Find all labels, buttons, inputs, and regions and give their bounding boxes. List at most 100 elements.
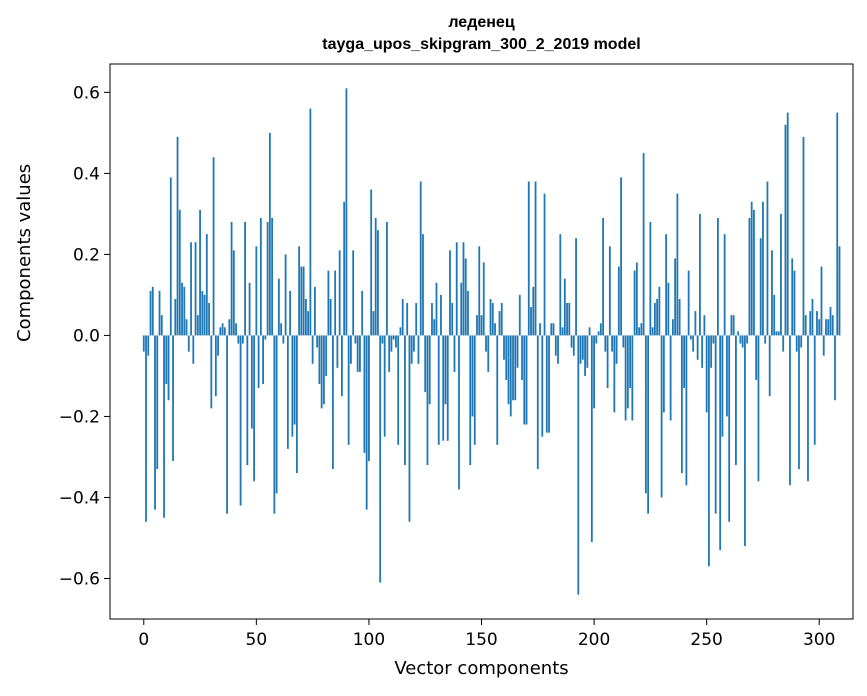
- bar: [156, 335, 159, 470]
- bar: [435, 282, 438, 336]
- bar: [223, 327, 226, 336]
- bar: [516, 335, 519, 368]
- bar: [705, 335, 708, 413]
- bar: [532, 286, 535, 336]
- bar: [541, 335, 544, 437]
- bar: [172, 335, 174, 461]
- bar: [735, 335, 737, 466]
- bar: [336, 335, 339, 368]
- bar: [350, 335, 352, 364]
- bar: [570, 335, 573, 348]
- bar: [786, 112, 789, 336]
- bar: [307, 311, 310, 336]
- bar: [174, 298, 177, 336]
- y-tick-label: 0.6: [73, 83, 100, 103]
- bar: [514, 335, 517, 401]
- bar: [221, 323, 224, 336]
- bar: [766, 181, 769, 336]
- bar: [773, 294, 776, 336]
- bar: [329, 298, 332, 336]
- bar: [807, 335, 809, 482]
- bar: [451, 303, 454, 336]
- bar: [244, 221, 246, 336]
- bar: [163, 335, 165, 518]
- bar: [449, 250, 451, 336]
- x-tick-label: 0: [138, 630, 149, 650]
- bar: [795, 335, 798, 352]
- bar: [453, 335, 456, 372]
- bar: [534, 181, 537, 336]
- bar: [755, 335, 758, 380]
- bar: [442, 335, 445, 441]
- bar: [169, 177, 172, 336]
- bar: [838, 246, 841, 336]
- bar: [764, 335, 767, 344]
- bar: [352, 250, 355, 336]
- bar: [494, 323, 496, 336]
- bar: [554, 335, 557, 356]
- bar: [561, 327, 564, 336]
- bar: [485, 335, 487, 352]
- bar: [363, 335, 366, 453]
- bar: [658, 286, 661, 336]
- bar: [539, 323, 541, 336]
- bar: [282, 335, 285, 344]
- bar: [458, 335, 460, 490]
- bar: [523, 335, 526, 425]
- bar: [255, 246, 258, 336]
- bar: [753, 209, 755, 336]
- bar: [543, 193, 546, 336]
- bar: [635, 262, 638, 336]
- bar: [196, 315, 199, 336]
- bar: [626, 335, 629, 409]
- bar: [386, 221, 388, 336]
- bar: [232, 250, 235, 336]
- bar: [521, 335, 523, 380]
- bar: [671, 319, 674, 336]
- bar: [460, 282, 463, 336]
- bar: [732, 315, 735, 336]
- bar: [289, 290, 292, 336]
- bar: [800, 335, 803, 348]
- bar: [500, 303, 503, 336]
- bar: [744, 335, 746, 547]
- bar: [356, 335, 359, 372]
- bar: [343, 201, 346, 336]
- bar: [721, 335, 724, 437]
- bar: [604, 335, 607, 352]
- bar: [649, 221, 652, 336]
- bar: [219, 327, 222, 336]
- bar: [802, 136, 805, 336]
- bar: [469, 335, 472, 466]
- bar: [606, 335, 609, 389]
- bar: [559, 234, 562, 336]
- y-tick-label: −0.4: [59, 488, 100, 508]
- bar: [185, 319, 188, 336]
- bar: [482, 262, 485, 336]
- bar: [318, 335, 321, 385]
- bar: [235, 323, 237, 336]
- bar: [620, 177, 622, 336]
- bar: [552, 323, 555, 336]
- bar: [149, 290, 152, 336]
- bar: [640, 323, 643, 336]
- y-tick-label: 0.2: [73, 245, 100, 265]
- bar: [771, 250, 773, 336]
- bar: [217, 335, 219, 356]
- bar: [264, 335, 267, 340]
- bar: [608, 246, 611, 336]
- bar: [676, 193, 679, 336]
- chart-subtitle: tayga_upos_skipgram_300_2_2019 model: [322, 36, 641, 53]
- bar: [259, 217, 262, 336]
- bar: [687, 270, 690, 336]
- bar: [822, 335, 825, 356]
- y-axis-label: Components values: [14, 163, 35, 342]
- bar: [277, 278, 280, 336]
- bar: [437, 335, 440, 445]
- bar: [440, 294, 442, 336]
- bar: [422, 234, 424, 336]
- x-tick-label: 200: [578, 630, 610, 650]
- bar: [365, 335, 368, 510]
- bar: [798, 335, 800, 470]
